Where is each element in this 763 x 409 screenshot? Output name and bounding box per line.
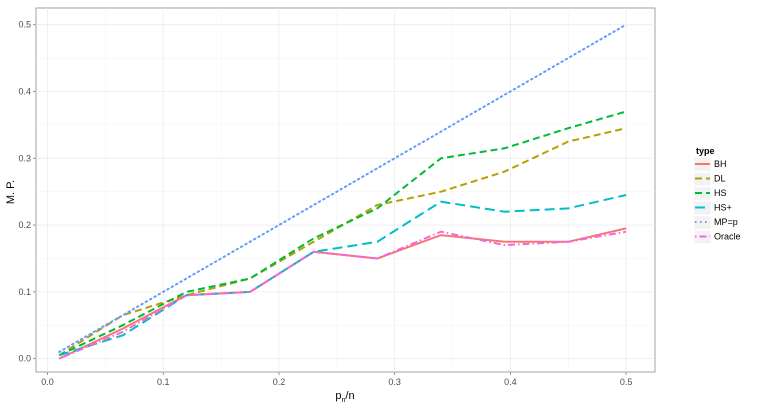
grid-lines [36,8,655,372]
x-tick-label: 0.4 [504,377,517,387]
legend-label-mp-p: MP=p [714,217,738,227]
series-line-mp-p [58,23,628,353]
y-tick-label: 0.5 [18,20,31,30]
x-tick-label: 0.1 [157,377,170,387]
y-axis-ticks: 0.0 0.1 0.2 0.3 0.4 0.5 [18,20,36,364]
legend-label-dl: DL [714,174,726,184]
x-axis-title: pn/n [335,390,354,404]
series-lines [58,23,628,360]
legend-label-hs: HS [714,188,727,198]
plot-panel [35,7,656,373]
legend-label-oracle: Oracle [714,232,741,242]
x-axis-title-main: p [335,390,341,402]
legend-label-bh: BH [714,159,727,169]
x-tick-label: 0.5 [620,377,633,387]
series-line-dl [58,127,627,357]
x-tick-label: 0.2 [273,377,286,387]
x-axis-title-tail: /n [345,390,354,402]
series-line-hs [58,110,627,357]
legend-title: type [696,146,715,156]
legend-label-hs-: HS+ [714,203,732,213]
y-tick-label: 0.0 [18,354,31,364]
legend-key-bg-hs [693,186,712,201]
y-tick-label: 0.3 [18,153,31,163]
series-line-hs- [58,194,627,357]
legend: type BH DL HS HS+ MP=p Oracle [693,146,741,244]
y-axis-title: M. P. [5,180,17,204]
series-line-oracle [58,230,627,360]
y-tick-label: 0.2 [18,220,31,230]
x-axis-title-subscript: n [342,397,346,404]
y-tick-label: 0.1 [18,287,31,297]
legend-key-bg-mp-p [693,215,712,230]
x-tick-label: 0.0 [41,377,54,387]
x-axis-ticks: 0.0 0.1 0.2 0.3 0.4 0.5 [41,372,632,387]
legend-key-bg-dl [693,172,712,186]
y-tick-label: 0.4 [18,86,31,96]
x-tick-label: 0.3 [388,377,401,387]
